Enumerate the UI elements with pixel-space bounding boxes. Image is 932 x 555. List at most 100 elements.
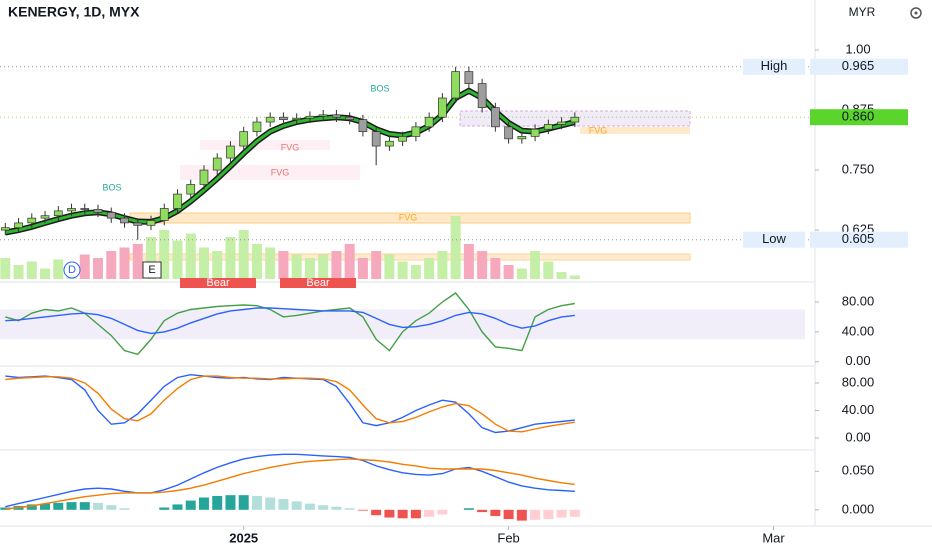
level-name-box [743, 231, 805, 248]
volume-bar [371, 251, 382, 279]
level-name-box [743, 58, 805, 75]
histogram-bar [397, 509, 408, 519]
candle-body [491, 107, 500, 128]
candle-body [557, 121, 566, 125]
histogram-bar [344, 508, 355, 510]
volume-bar [79, 254, 90, 279]
histogram-bar [569, 509, 580, 517]
x-tick-label: 2025 [229, 530, 258, 545]
histogram-bar [463, 508, 474, 510]
volume-bar [569, 275, 580, 279]
histogram-bar [477, 509, 488, 513]
histogram-bar [424, 509, 435, 517]
histogram-bar [40, 503, 51, 510]
candle-body [265, 116, 275, 123]
volume-bar [53, 259, 64, 279]
volume-bar [516, 268, 527, 279]
indicator-line [5, 458, 575, 510]
candle-body [398, 136, 407, 142]
candle-body [543, 124, 553, 130]
histogram-bar [265, 497, 276, 510]
histogram-bar [185, 500, 196, 510]
level-name: High [761, 58, 788, 73]
volume-bar [119, 247, 130, 279]
y-tick-label: 0.750 [842, 162, 875, 177]
level-name: Low [762, 231, 786, 246]
currency-label: MYR [849, 5, 876, 19]
candle-body [371, 131, 381, 147]
bear-label: Bear [206, 277, 230, 289]
volume-bar [238, 230, 249, 279]
histogram-bar [238, 495, 249, 510]
volume-bar [344, 244, 355, 279]
candle-body [332, 114, 341, 118]
x-tick-label: Feb [497, 530, 519, 545]
candle-body [438, 97, 447, 118]
histogram-bar [371, 509, 382, 516]
volume-bar [318, 254, 329, 279]
candle-body [252, 121, 262, 132]
histogram-bar [437, 509, 448, 515]
histogram-bar [172, 504, 183, 510]
candle-body [159, 208, 169, 221]
histogram-bar [291, 501, 302, 510]
volume-bar [172, 240, 183, 279]
volume-bar [40, 268, 51, 279]
volume-bar [212, 251, 223, 279]
volume-bar [132, 244, 143, 279]
volume-bar [397, 261, 408, 279]
volume-bar [251, 244, 262, 279]
indicator-line [5, 292, 575, 356]
volume-bar [530, 251, 541, 279]
bear-label: Bear [306, 277, 330, 289]
event-label: E [148, 264, 155, 276]
annotation: FVG [589, 125, 608, 135]
level-value-box [810, 231, 908, 248]
volume-bar [556, 272, 567, 279]
y-tick-label: 0.000 [842, 501, 875, 516]
volume-bar [13, 265, 24, 279]
histogram-bar [66, 502, 77, 510]
histogram-bar [251, 495, 262, 510]
candle-body [345, 116, 355, 120]
settings-icon[interactable] [910, 7, 922, 19]
histogram-bar [543, 509, 554, 520]
candle-body [292, 117, 302, 120]
fvg-zone [129, 253, 691, 261]
volume-bar [424, 258, 435, 279]
candle-body [517, 136, 527, 140]
histogram-bar [106, 505, 117, 510]
fvg-zone [580, 127, 690, 134]
candle-body [305, 115, 315, 119]
candle-body [318, 114, 328, 117]
y-tick-label: 0.050 [842, 463, 875, 478]
candle-body [186, 184, 196, 195]
y-tick-label: 40.00 [842, 323, 875, 338]
candle-body [133, 222, 143, 226]
annotation: FVG [281, 142, 300, 152]
volume-bar [93, 258, 104, 279]
candle-body [173, 193, 182, 209]
y-tick-label: 1.00 [845, 41, 870, 56]
x-tick-label: Mar [762, 530, 785, 545]
volume-bar [384, 254, 395, 279]
histogram-bar [384, 509, 395, 518]
candle-body [477, 83, 487, 108]
candle-body [570, 116, 580, 123]
candle-body [120, 217, 129, 224]
candle-body [146, 220, 156, 226]
histogram-bar [93, 502, 104, 510]
histogram-bar [278, 499, 289, 510]
volume-bar [106, 251, 117, 279]
y-tick-label: 0.00 [845, 429, 870, 444]
volume-bar [357, 258, 368, 279]
level-value-box [810, 58, 908, 75]
level-value: 0.965 [842, 58, 875, 73]
candle-body [226, 145, 235, 159]
y-tick-label: 0.00 [845, 353, 870, 368]
volume-bar [0, 258, 11, 279]
volume-bar [503, 265, 514, 279]
candle-body [464, 71, 474, 84]
volume-bar [304, 258, 315, 279]
